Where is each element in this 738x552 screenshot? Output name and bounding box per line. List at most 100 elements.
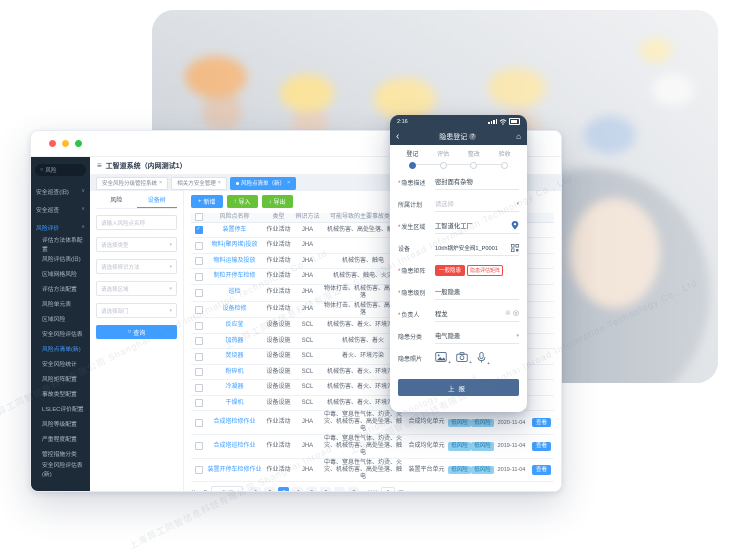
risk-point-link[interactable]: 物料(聚丙烯)投放	[211, 242, 258, 249]
home-icon[interactable]: ⌂	[516, 132, 521, 141]
table-row[interactable]: 合成塔巡检作业 作业活动 JHA 中毒、窒息性气体、灼烫、火灾、机械伤害、高处坠…	[191, 435, 554, 459]
row-checkbox[interactable]	[194, 418, 203, 427]
row-checkbox[interactable]	[194, 383, 203, 392]
page-button[interactable]: 2	[264, 487, 276, 491]
qr-scan-icon[interactable]	[511, 243, 519, 252]
filter-select[interactable]: 请选择辨识方法 ▾	[96, 259, 177, 274]
sidebar-item[interactable]: 风险评价 ∧	[31, 218, 90, 236]
row-checkbox[interactable]	[194, 321, 203, 330]
risk-point-link[interactable]: 物料运输及投放	[213, 257, 256, 264]
view-button[interactable]: 查看	[531, 418, 551, 428]
take-photo-button[interactable]: +	[456, 352, 472, 366]
row-checkbox[interactable]	[194, 241, 203, 250]
table-row[interactable]: 合成塔检修作业 作业活动 JHA 中毒、窒息性气体、灼烫、火灾、机械伤害、高处坠…	[191, 411, 554, 436]
risk-point-link[interactable]: 焚烧器	[225, 353, 244, 360]
sidebar-item[interactable]: 严重程度配置	[31, 431, 90, 446]
per-page-select[interactable]: 10条/页 ▾	[211, 486, 243, 491]
close-tab-icon[interactable]: ×	[217, 180, 221, 186]
risk-point-name-input[interactable]: 请输入风险点名称	[96, 215, 177, 230]
device-picker[interactable]: 10t/h锅炉安全阀1_P0001	[435, 240, 519, 256]
hamburger-menu-icon[interactable]: ≡	[97, 161, 102, 170]
sidebar-item[interactable]: 评估方法配置	[31, 281, 90, 296]
risk-point-link[interactable]: 巡检	[228, 289, 241, 296]
back-arrow-icon[interactable]: ‹	[396, 130, 400, 142]
row-checkbox[interactable]	[194, 442, 203, 451]
view-button[interactable]: 查看	[531, 441, 551, 452]
maximize-window-icon[interactable]	[75, 140, 82, 147]
page-button[interactable]: 1	[250, 487, 262, 491]
add-button[interactable]: + 新增	[191, 195, 223, 208]
filter-select[interactable]: 请选择区域 ▾	[96, 281, 177, 296]
risk-point-link[interactable]: 合成塔巡检作业	[213, 443, 256, 450]
sidebar-item[interactable]: 安全风险统计	[31, 356, 90, 371]
row-checkbox[interactable]	[194, 305, 203, 314]
next-page-icon[interactable]: ›	[362, 490, 364, 491]
sidebar-item[interactable]: 区域网格风险	[31, 266, 90, 281]
page-button[interactable]: 6	[320, 487, 332, 491]
close-tab-icon[interactable]: ×	[159, 180, 163, 186]
owner-picker[interactable]: 程龙 ⊗ ◎	[435, 306, 519, 322]
risk-point-link[interactable]: 设备检修	[222, 306, 247, 313]
row-checkbox[interactable]	[194, 257, 203, 266]
select-all-checkbox[interactable]	[194, 213, 203, 222]
row-checkbox[interactable]	[194, 352, 203, 361]
row-checkbox[interactable]	[194, 399, 203, 408]
sidebar-item[interactable]: 区域风险	[31, 311, 90, 326]
risk-point-link[interactable]: 装置停车	[222, 226, 247, 233]
contacts-icon[interactable]: ◎	[512, 310, 519, 317]
sidebar-item[interactable]: 事故类型配置	[31, 386, 90, 401]
plan-select[interactable]: 请选择 ▾	[435, 196, 519, 212]
sidebar-item[interactable]: 安全风险评估表(新)	[31, 461, 90, 478]
filter-select[interactable]: 请选择类型 ▾	[96, 237, 177, 252]
submit-button[interactable]: 上报	[398, 379, 519, 396]
level-select[interactable]: 一般隐患	[435, 284, 519, 300]
sidebar-item[interactable]: 风险等级配置	[31, 416, 90, 431]
table-row[interactable]: 加热器 设备设施 SCL 机械伤害、着火 储运单元	[191, 334, 554, 350]
prev-page-icon[interactable]: ‹	[246, 490, 248, 491]
risk-point-link[interactable]: 制粒开停车检修	[213, 273, 256, 280]
risk-point-link[interactable]: 反应釜	[225, 322, 244, 329]
sidebar-item[interactable]: 安全风险评估表	[31, 326, 90, 341]
table-row[interactable]: 装置开停车检修作业 作业活动 JHA 中毒、窒息性气体、灼烫、火灾、机械伤害、高…	[191, 459, 554, 483]
sidebar-search-input[interactable]: ○ 风险	[35, 164, 86, 176]
filter-tab[interactable]: 风险	[96, 195, 137, 208]
sidebar-item[interactable]: 安全巡查(旧) ∨	[31, 182, 90, 200]
page-button[interactable]: 3	[278, 487, 290, 491]
sidebar-item[interactable]: LSLEC评价配置	[31, 401, 90, 416]
row-checkbox[interactable]	[194, 272, 203, 281]
page-button[interactable]: ...	[334, 487, 346, 491]
area-picker[interactable]: 工智道化工厂	[435, 218, 519, 234]
workspace-tab[interactable]: 相关方安全管理 ×	[171, 176, 227, 190]
risk-point-link[interactable]: 装置开停车检修作业	[207, 466, 262, 473]
export-button[interactable]: ↓ 导出	[261, 195, 293, 208]
location-pin-icon[interactable]	[511, 221, 519, 230]
category-select[interactable]: 电气隐患 ▾	[435, 328, 519, 344]
view-button[interactable]: 查看	[531, 465, 551, 475]
risk-point-link[interactable]: 冷凝器	[225, 384, 244, 391]
risk-point-link[interactable]: 加热器	[225, 337, 244, 344]
import-button[interactable]: ↑ 导入	[226, 195, 258, 208]
query-button[interactable]: ○ 查询	[96, 325, 177, 339]
workspace-tab[interactable]: 风险点清单（新） ×	[229, 176, 297, 190]
sidebar-item[interactable]: 管控措施分类	[31, 446, 90, 461]
row-checkbox[interactable]	[194, 226, 203, 235]
row-checkbox[interactable]	[194, 368, 203, 377]
filter-select[interactable]: 请选择部门 ▾	[96, 303, 177, 318]
page-button[interactable]: 5	[306, 487, 318, 491]
page-button[interactable]: 4	[292, 487, 304, 491]
help-badge-icon[interactable]: ?	[469, 133, 477, 140]
close-window-icon[interactable]	[49, 140, 56, 147]
page-button[interactable]: 8	[348, 487, 360, 491]
sidebar-item[interactable]: 风险单元表	[31, 296, 90, 311]
record-voice-button[interactable]: +	[477, 351, 490, 367]
sidebar-item[interactable]: 评估方法体系配置	[31, 236, 90, 253]
close-tab-icon[interactable]: ×	[286, 180, 291, 186]
risk-point-link[interactable]: 合成塔检修作业	[213, 419, 256, 426]
risk-point-link[interactable]: 粉碎机	[225, 368, 244, 375]
row-checkbox[interactable]	[194, 337, 203, 346]
sidebar-item[interactable]: 风险矩阵配置	[31, 371, 90, 386]
jump-page-input[interactable]: 1	[381, 486, 396, 491]
add-album-photo-button[interactable]: +	[435, 352, 451, 366]
filter-tab[interactable]: 设备树	[136, 195, 177, 208]
minimize-window-icon[interactable]	[62, 140, 69, 147]
